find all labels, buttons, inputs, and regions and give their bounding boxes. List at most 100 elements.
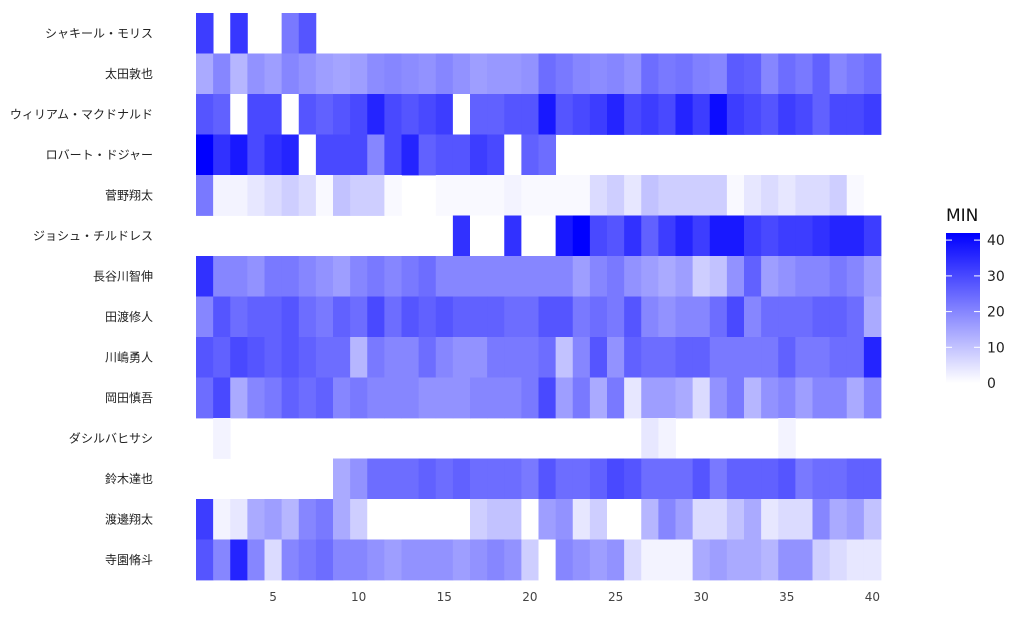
heatmap-cell: [367, 296, 385, 338]
heatmap-cell: [504, 215, 522, 257]
heatmap-cell: [281, 377, 300, 419]
heatmap-cell: [487, 175, 505, 216]
heatmap-cell: [418, 499, 437, 540]
heatmap-cell: [230, 539, 248, 581]
heatmap-cell: [658, 418, 676, 459]
heatmap-cell: [196, 94, 214, 135]
heatmap-cell: [863, 175, 882, 216]
heatmap-cell: [196, 134, 214, 176]
heatmap-cell: [435, 175, 454, 216]
heatmap-cell: [692, 256, 711, 297]
heatmap-cell: [572, 53, 591, 95]
heatmap-cell: [658, 175, 676, 216]
heatmap-cell: [658, 377, 676, 419]
heatmap-cell: [589, 94, 608, 135]
heatmap-cell: [572, 296, 591, 338]
heatmap-cell: [213, 418, 231, 459]
heatmap-cell: [572, 215, 591, 257]
heatmap-cell: [487, 458, 505, 500]
heatmap-cell: [744, 94, 762, 135]
heatmap-cells: [196, 13, 882, 581]
heatmap-cell: [846, 256, 865, 297]
y-axis-label: ロバート・ドジャー: [46, 148, 153, 162]
heatmap-cell: [675, 175, 694, 216]
heatmap-cell: [863, 499, 882, 540]
heatmap-cell: [196, 256, 214, 297]
heatmap-cell: [281, 53, 300, 95]
heatmap-cell: [298, 377, 317, 419]
heatmap-cell: [555, 256, 574, 297]
x-axis-tick-label: 20: [522, 590, 537, 604]
heatmap-cell: [709, 256, 728, 297]
heatmap-cell: [196, 175, 214, 216]
legend-ticks: 0 10 20 30 40: [946, 233, 1005, 392]
heatmap-cell: [247, 296, 265, 338]
heatmap-cell: [384, 499, 402, 540]
heatmap-cell: [675, 296, 694, 338]
heatmap-cell: [196, 13, 214, 54]
heatmap-cell: [504, 94, 522, 135]
heatmap-cell: [572, 175, 591, 216]
heatmap-cell: [401, 94, 420, 135]
heatmap-cell: [350, 296, 368, 338]
heatmap-cell: [572, 458, 591, 500]
heatmap-cell: [607, 256, 625, 297]
heatmap-cell: [470, 256, 488, 297]
heatmap-cell: [692, 377, 711, 419]
heatmap-cell: [607, 337, 625, 378]
heatmap-cell: [264, 53, 283, 95]
x-axis-tick-label: 15: [437, 590, 452, 604]
heatmap-cell: [264, 539, 283, 581]
heatmap-cell: [435, 296, 454, 338]
heatmap-cell: [778, 377, 796, 419]
heatmap-cell: [538, 337, 557, 378]
heatmap-cell: [795, 458, 813, 500]
heatmap-cell: [572, 94, 591, 135]
y-axis-label: ジョシュ・チルドレス: [33, 229, 153, 243]
heatmap-cell: [709, 539, 728, 581]
heatmap-cell: [555, 499, 574, 540]
heatmap-cell: [829, 377, 848, 419]
heatmap-cell: [418, 134, 437, 176]
heatmap-cell: [247, 337, 265, 378]
heatmap-cell: [230, 175, 248, 216]
heatmap-cell: [315, 499, 334, 540]
heatmap-cell: [624, 499, 642, 540]
heatmap-cell: [607, 175, 625, 216]
heatmap-cell: [624, 377, 642, 419]
heatmap-cell: [504, 377, 522, 419]
heatmap-cell: [692, 296, 711, 338]
heatmap-cell: [350, 256, 368, 297]
heatmap-cell: [521, 134, 539, 176]
heatmap-cell: [675, 539, 694, 581]
legend-tick-label: 10: [987, 340, 1005, 356]
heatmap-cell: [521, 499, 539, 540]
heatmap-cell: [795, 94, 813, 135]
heatmap-cell: [812, 256, 831, 297]
heatmap-cell: [401, 296, 420, 338]
heatmap-cell: [675, 337, 694, 378]
heatmap-cell: [829, 256, 848, 297]
heatmap-cell: [761, 53, 779, 95]
heatmap-cell: [641, 499, 659, 540]
heatmap-cell: [315, 377, 334, 419]
heatmap-cell: [795, 539, 813, 581]
y-axis-labels: シャキール・モリス太田敦也ウィリアム・マクドナルドロバート・ドジャー菅野翔太ジョ…: [10, 26, 153, 566]
heatmap-cell: [333, 296, 351, 338]
heatmap-cell: [624, 175, 642, 216]
heatmap-cell: [281, 499, 300, 540]
heatmap-cell: [333, 53, 351, 95]
heatmap-cell: [435, 499, 454, 540]
heatmap-cell: [846, 499, 865, 540]
x-axis-tick-label: 30: [694, 590, 709, 604]
heatmap-cell: [367, 337, 385, 378]
heatmap-cell: [213, 296, 231, 338]
heatmap-cell: [846, 296, 865, 338]
legend-tick-label: 30: [987, 269, 1005, 285]
heatmap-cell: [658, 458, 676, 500]
heatmap-cell: [709, 94, 728, 135]
heatmap-cell: [726, 539, 745, 581]
heatmap-cell: [778, 499, 796, 540]
heatmap-cell: [401, 458, 420, 500]
